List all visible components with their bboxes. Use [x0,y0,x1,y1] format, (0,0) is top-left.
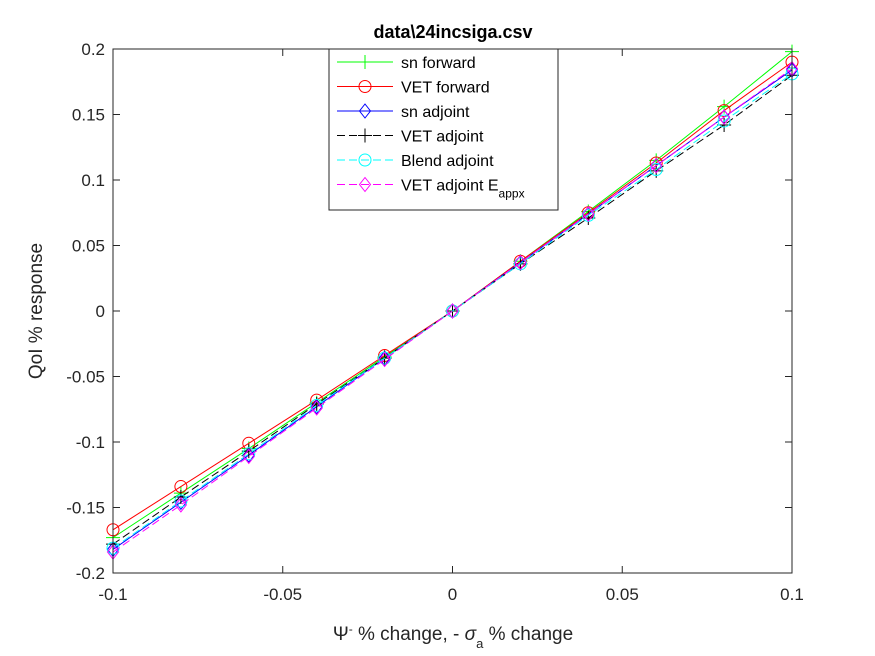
y-tick-label: -0.1 [76,433,105,452]
legend-marker [358,80,372,93]
legend-label: VET forward [401,80,490,97]
x-tick-label: 0.05 [606,585,639,604]
legend-label: sn adjoint [401,104,470,121]
legend-label: Blend adjoint [401,153,494,170]
axes-layer: -0.1 -0.05 0 0.05 0.1 -0.2 -0.15 -0.1 -0.05 0 0.05… [66,40,804,604]
x-tick-label: 0.1 [780,585,804,604]
legend-label: sn forward [401,55,476,72]
data-point-6-6 [446,303,459,319]
data-point-6-4 [310,400,323,416]
legend-marker [358,176,372,193]
x-axis-label-end: % change [483,624,573,645]
chart-title: data\24incsiga.csv [373,22,532,42]
data-point-6-7 [514,254,527,271]
data-point-5-9 [649,163,663,177]
y-tick-label: 0.05 [72,237,105,256]
x-tick-label: -0.05 [263,585,302,604]
x-axis-label-sub: a [476,636,484,651]
data-point-6-2 [174,497,188,513]
series-line-6 [112,68,793,553]
x-axis-label-sigma: σ [465,624,478,645]
x-axis-label: Ψ- % change, - σa % change [333,622,573,651]
y-tick-label: -0.15 [66,499,105,518]
data-point-6-3 [242,448,255,465]
y-tick-label: 0.2 [81,40,105,59]
legend-marker [358,103,372,119]
x-tick-label: -0.1 [98,585,127,604]
y-tick-label: 0.15 [72,106,105,125]
data-point-6-8 [582,206,595,222]
legend-marker [358,153,372,167]
data-point-6-5 [378,351,391,368]
x-tick-label: 0 [448,585,457,604]
x-axis-label-psi: Ψ [333,624,349,645]
data-point-5-3 [242,447,256,461]
data-point-4-3 [241,444,256,459]
data-point-5-4 [310,398,324,412]
data-point-6-10 [717,109,731,125]
legend-marker [358,55,372,69]
legend: sn forward VET forward sn adjoint VET adjoi… [328,48,559,211]
series-line-5 [112,73,793,549]
legend-box [328,48,559,211]
legend-label: VET adjoint Eappx [401,178,525,201]
legend-label: VET adjoint [401,129,484,146]
y-axis-label: QoI % response [26,243,47,379]
x-axis-label-mid: % change, - [353,624,465,645]
legend-marker [358,128,372,143]
legend-item-1: sn forward [337,55,476,72]
data-point-3-3 [242,447,255,463]
legend-item-4: VET adjoint [337,128,484,146]
y-tick-label: -0.05 [66,368,105,387]
data-point-5-10 [717,114,731,128]
legend-item-3: sn adjoint [337,103,470,121]
legend-item-6: VET adjoint Eappx [337,176,525,201]
legend-item-2: VET forward [337,80,490,97]
legend-item-5: Blend adjoint [337,153,494,170]
y-tick-label: 0 [96,302,105,321]
y-tick-label: -0.2 [76,564,105,583]
series-layer [106,44,799,560]
data-point-6-9 [650,157,663,174]
x-axis-label-sup: - [349,622,353,636]
y-tick-label: 0.1 [81,171,105,190]
